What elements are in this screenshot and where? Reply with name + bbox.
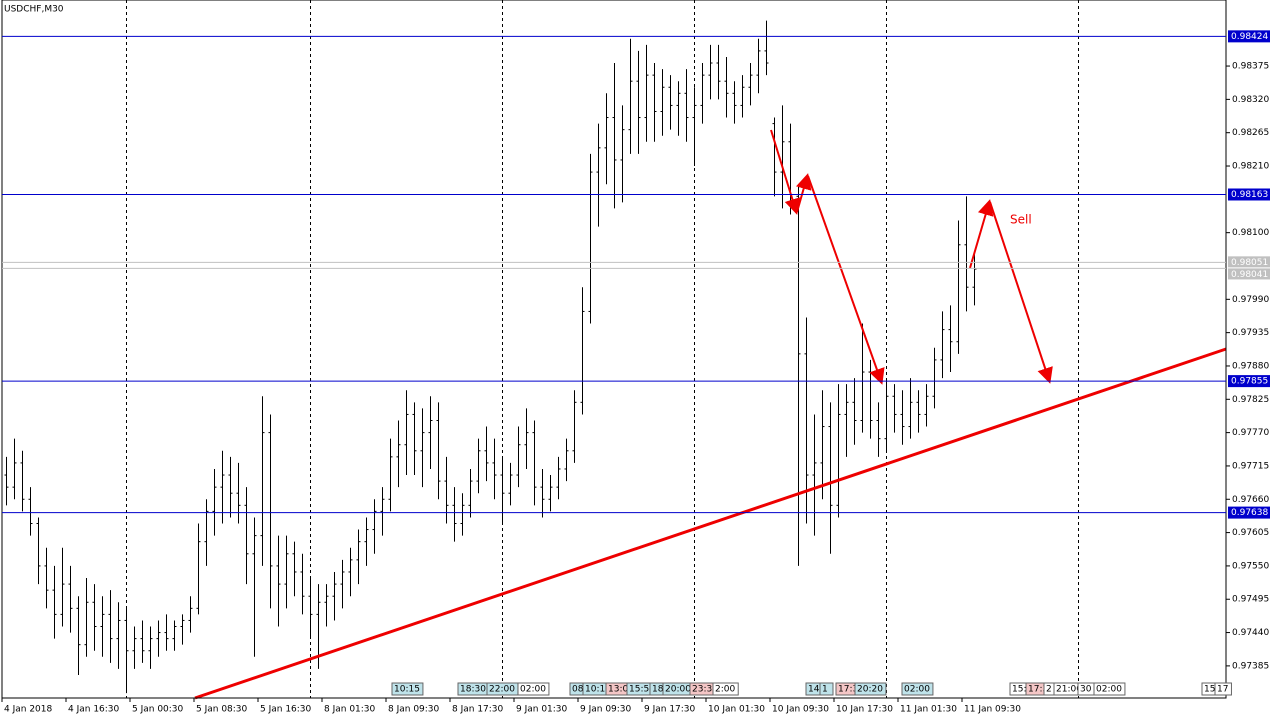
event-label: 22:00 — [489, 685, 515, 695]
arrow — [770, 129, 801, 215]
y-tick-label: 0.97825 — [1232, 395, 1269, 405]
y-tick-label: 0.97770 — [1232, 428, 1269, 438]
price-label: 0.98041 — [1231, 270, 1268, 280]
y-tick-label: 0.97440 — [1232, 628, 1269, 638]
y-tick-label: 0.98100 — [1232, 228, 1269, 238]
event-label: 18:30 — [460, 685, 486, 695]
event-label: 17 — [1217, 685, 1228, 695]
event-label: 02:00 — [520, 685, 546, 695]
y-tick-label: 0.98320 — [1232, 95, 1269, 105]
y-tick-label: 0.97385 — [1232, 661, 1269, 671]
event-box — [517, 682, 550, 696]
x-tick-label: 4 Jan 2018 — [4, 705, 52, 715]
x-tick-label: 10 Jan 09:30 — [772, 705, 829, 715]
event-box — [854, 682, 887, 696]
event-label: 18 — [652, 685, 664, 695]
event-label: 02:00 — [904, 685, 930, 695]
y-tick-label: 0.97935 — [1232, 328, 1269, 338]
y-tick-label: 0.97605 — [1232, 528, 1269, 538]
event-box — [901, 682, 934, 696]
event-box — [819, 682, 834, 696]
event-label: 20:00 — [665, 685, 691, 695]
y-tick-label: 0.97550 — [1232, 561, 1269, 571]
x-tick-label: 10 Jan 01:30 — [708, 705, 765, 715]
level-label: 0.97638 — [1231, 508, 1268, 518]
event-label: 23:30 — [692, 685, 718, 695]
annotation: Sell — [1010, 213, 1032, 227]
bars — [4, 20, 977, 694]
trend-line — [194, 347, 1227, 700]
event-label: 20:20 — [857, 685, 883, 695]
price-label-bg — [1228, 256, 1270, 268]
price-label-bg — [1228, 268, 1270, 280]
event-label: 17:3 — [1028, 685, 1048, 695]
x-tick-label: 9 Jan 17:30 — [644, 705, 696, 715]
y-tick-label: 0.98375 — [1232, 62, 1269, 72]
event-box — [1093, 682, 1126, 696]
y-tick-label: 0.97495 — [1232, 595, 1269, 605]
y-tick-label: 0.97715 — [1232, 461, 1269, 471]
x-tick-label: 11 Jan 09:30 — [964, 705, 1021, 715]
arrow — [969, 199, 994, 269]
arrow — [807, 175, 885, 385]
chart-title: USDCHF,M30 — [4, 5, 64, 15]
event-label: 30 — [1080, 685, 1092, 695]
x-tick-label: 8 Jan 17:30 — [452, 705, 504, 715]
x-tick-label: 8 Jan 09:30 — [388, 705, 440, 715]
arrow — [989, 201, 1053, 384]
event-label: 2 — [1046, 685, 1052, 695]
event-label: 10:15 — [394, 685, 420, 695]
event-label: 10:15 — [585, 685, 611, 695]
level-label: 0.98424 — [1231, 32, 1268, 42]
event-label: 17:3 — [838, 685, 858, 695]
event-label: 1 — [822, 685, 828, 695]
x-tick-label: 4 Jan 16:30 — [68, 705, 120, 715]
level-label-bg — [1228, 375, 1270, 388]
level-label-bg — [1228, 30, 1270, 43]
x-tick-label: 8 Jan 01:30 — [324, 705, 376, 715]
event-label: 14 — [808, 685, 820, 695]
event-label: 15:55 — [629, 685, 655, 695]
event-label: 15 — [1204, 685, 1215, 695]
event-label: 08 — [572, 685, 584, 695]
event-box — [712, 682, 739, 696]
level-label: 0.98163 — [1231, 190, 1268, 200]
x-tick-label: 10 Jan 17:30 — [836, 705, 893, 715]
level-label: 0.97855 — [1231, 377, 1268, 387]
plot-frame — [1, 0, 1227, 699]
level-label-bg — [1228, 506, 1270, 519]
x-tick-label: 9 Jan 09:30 — [580, 705, 632, 715]
price-label: 0.98051 — [1231, 258, 1268, 268]
event-box — [391, 682, 424, 696]
event-label: 13:0 — [608, 685, 628, 695]
x-tick-label: 5 Jan 00:30 — [132, 705, 184, 715]
y-tick-label: 0.98265 — [1232, 128, 1269, 138]
event-label: 15: — [1012, 685, 1026, 695]
x-tick-label: 5 Jan 16:30 — [260, 705, 312, 715]
y-tick-label: 0.97990 — [1232, 295, 1269, 305]
x-tick-label: 9 Jan 01:30 — [516, 705, 568, 715]
y-tick-label: 0.98210 — [1232, 162, 1269, 172]
y-tick-label: 0.97880 — [1232, 361, 1269, 371]
x-tick-label: 5 Jan 08:30 — [196, 705, 248, 715]
event-label: 02:00 — [1096, 685, 1122, 695]
event-label: 21:00 — [1056, 685, 1082, 695]
x-tick-label: 11 Jan 01:30 — [900, 705, 957, 715]
level-label-bg — [1228, 188, 1270, 201]
event-box — [1214, 682, 1232, 696]
y-tick-label: 0.97660 — [1232, 495, 1269, 505]
event-label: 2:00 — [715, 685, 735, 695]
